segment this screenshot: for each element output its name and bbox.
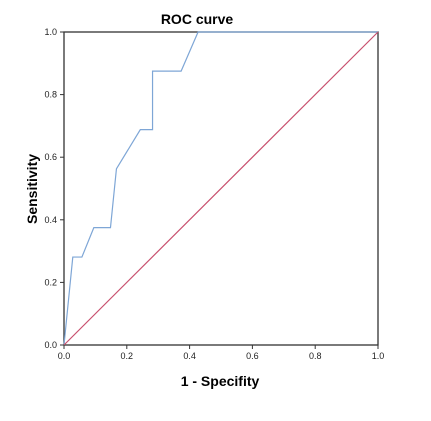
- plot-area: 0.0 0.2 0.4 0.6 0.8 1.0 0.0 0.2 0.4 0.6 0.8 1.0: [44, 27, 384, 361]
- x-tick-label: 0.4: [183, 351, 196, 361]
- x-tick-label: 1.0: [372, 351, 385, 361]
- x-axis-label: 1 - Specifity: [181, 373, 260, 389]
- y-axis-label: Sensitivity: [24, 154, 40, 224]
- y-tick-label: 1.0: [44, 27, 57, 37]
- x-tick-label: 0.0: [58, 351, 71, 361]
- y-tick-label: 0.4: [44, 215, 57, 225]
- x-tick-label: 0.6: [246, 351, 259, 361]
- reference-diagonal-line: [63, 31, 379, 346]
- y-tick-label: 0.2: [44, 277, 57, 287]
- roc-curve-line: [63, 31, 378, 346]
- y-tick-label: 0.8: [44, 90, 57, 100]
- y-tick-label: 0.6: [44, 152, 57, 162]
- chart-title: ROC curve: [161, 11, 234, 27]
- y-tick-label: 0.0: [44, 340, 57, 350]
- x-tick-label: 0.2: [121, 351, 134, 361]
- x-tick-label: 0.8: [309, 351, 322, 361]
